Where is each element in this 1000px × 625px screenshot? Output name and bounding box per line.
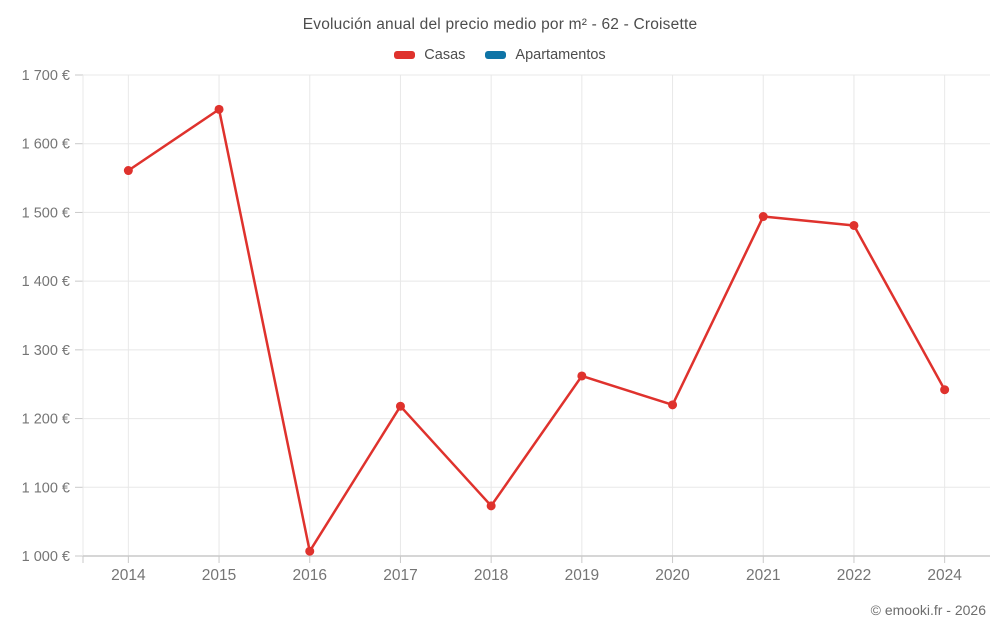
- y-tick-label: 1 600 €: [22, 137, 70, 153]
- y-tick-label: 1 700 €: [22, 68, 70, 84]
- x-tick-label: 2020: [655, 567, 690, 584]
- casas-data-point[interactable]: [305, 546, 315, 556]
- y-tick-label: 1 100 €: [22, 480, 70, 496]
- legend-item-casas[interactable]: Casas: [394, 47, 465, 63]
- y-tick-label: 1 000 €: [22, 549, 70, 565]
- x-tick-label: 2019: [565, 567, 599, 584]
- legend-label-casas: Casas: [424, 47, 466, 63]
- y-tick-label: 1 400 €: [22, 274, 70, 290]
- x-tick-label: 2014: [111, 567, 146, 584]
- y-tick-label: 1 200 €: [22, 412, 70, 428]
- apartamentos-series-swatch-icon: [485, 51, 507, 59]
- casas-data-point[interactable]: [214, 104, 224, 114]
- casas-data-point[interactable]: [668, 400, 678, 410]
- casas-data-point[interactable]: [486, 501, 496, 511]
- x-tick-label: 2021: [746, 567, 780, 584]
- casas-series-line: [127, 108, 946, 553]
- copyright-credit: © emooki.fr - 2026: [870, 602, 986, 618]
- legend-label-apartamentos: Apartamentos: [515, 47, 606, 63]
- casas-data-point[interactable]: [758, 212, 768, 222]
- chart-title: Evolución anual del precio medio por m² …: [302, 16, 698, 33]
- legend: Casas Apartamentos: [0, 47, 1000, 63]
- casas-data-point[interactable]: [577, 371, 587, 381]
- casas-data-point[interactable]: [849, 220, 859, 230]
- x-tick-label: 2015: [202, 567, 236, 584]
- y-tick-label: 1 500 €: [22, 205, 70, 221]
- casas-series-swatch-icon: [394, 51, 416, 59]
- legend-item-apartamentos[interactable]: Apartamentos: [485, 47, 606, 63]
- x-tick-label: 2024: [927, 567, 962, 584]
- casas-data-point[interactable]: [395, 401, 405, 411]
- casas-data-point[interactable]: [123, 166, 133, 176]
- x-tick-label: 2016: [293, 567, 327, 584]
- casas-data-point[interactable]: [940, 385, 950, 395]
- x-tick-label: 2018: [474, 567, 508, 584]
- y-tick-label: 1 300 €: [22, 343, 70, 359]
- x-tick-label: 2017: [383, 567, 417, 584]
- x-tick-label: 2022: [837, 567, 871, 584]
